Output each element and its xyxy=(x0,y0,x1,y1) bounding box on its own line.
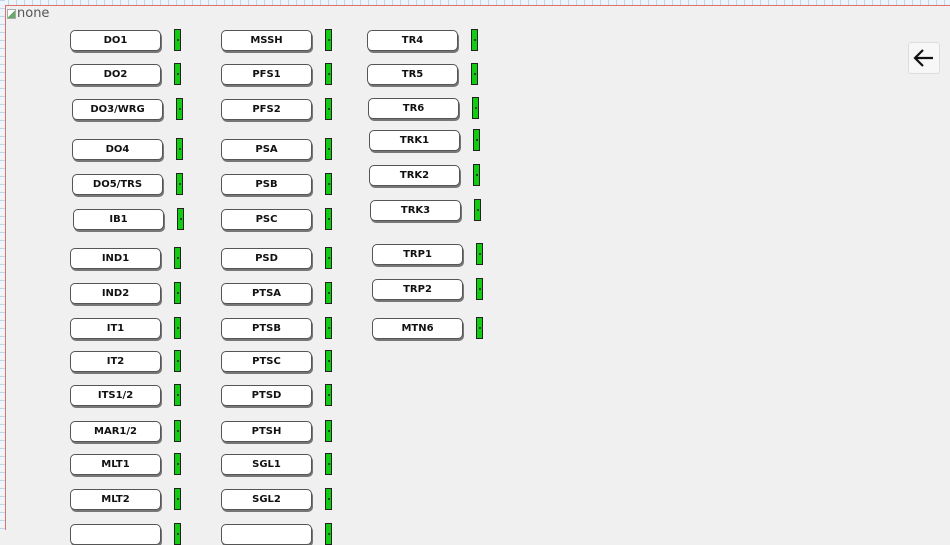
broken-image-icon xyxy=(7,8,16,19)
status-indicator-ptsh xyxy=(325,420,332,442)
signal-button-tr6[interactable]: TR6 xyxy=(368,98,459,119)
signal-button-sgl2[interactable]: SGL2 xyxy=(221,489,312,510)
status-indicator-sgl2 xyxy=(325,488,332,510)
signal-button-psb[interactable]: PSB xyxy=(221,174,312,195)
status-indicator-tr4 xyxy=(471,29,478,51)
signal-button-unlabeled[interactable] xyxy=(221,524,312,545)
status-indicator-mar1-2 xyxy=(174,420,181,442)
signal-button-mar1-2[interactable]: MAR1/2 xyxy=(70,421,161,442)
status-indicator-trk3 xyxy=(474,199,481,221)
status-indicator-psa xyxy=(325,138,332,160)
placeholder-image: none xyxy=(7,6,49,21)
arrow-left-icon xyxy=(913,49,933,67)
status-indicator-it1 xyxy=(174,317,181,339)
signal-button-psc[interactable]: PSC xyxy=(221,209,312,230)
signal-button-ind2[interactable]: IND2 xyxy=(70,283,161,304)
status-indicator-psd xyxy=(325,247,332,269)
status-indicator-mssh xyxy=(325,29,332,51)
signal-button-tr5[interactable]: TR5 xyxy=(367,64,458,85)
signal-button-ptsb[interactable]: PTSB xyxy=(221,318,312,339)
status-indicator-it2 xyxy=(174,350,181,372)
status-indicator-sgl1 xyxy=(325,453,332,475)
status-indicator-ptsd xyxy=(325,384,332,406)
signal-button-unlabeled[interactable] xyxy=(70,524,161,545)
signal-button-do4[interactable]: DO4 xyxy=(72,139,163,160)
signal-button-ptsd[interactable]: PTSD xyxy=(221,385,312,406)
signal-button-pfs1[interactable]: PFS1 xyxy=(221,64,312,85)
status-indicator-its1-2 xyxy=(174,384,181,406)
status-indicator-ptsc xyxy=(325,350,332,372)
signal-button-psa[interactable]: PSA xyxy=(221,139,312,160)
signal-button-ib1[interactable]: IB1 xyxy=(73,209,164,230)
status-indicator-mlt1 xyxy=(174,453,181,475)
signal-button-ptsh[interactable]: PTSH xyxy=(221,421,312,442)
signal-button-pfs2[interactable]: PFS2 xyxy=(221,99,312,120)
signal-button-do1[interactable]: DO1 xyxy=(70,30,161,51)
signal-button-ind1[interactable]: IND1 xyxy=(70,248,161,269)
status-indicator-do4 xyxy=(176,138,183,160)
signal-button-trk1[interactable]: TRK1 xyxy=(369,130,460,151)
signal-button-do3-wrg[interactable]: DO3/WRG xyxy=(72,99,163,120)
canvas-frame xyxy=(5,5,950,530)
signal-button-trp2[interactable]: TRP2 xyxy=(372,279,463,300)
signal-button-trp1[interactable]: TRP1 xyxy=(372,244,463,265)
signal-button-mlt1[interactable]: MLT1 xyxy=(70,454,161,475)
status-indicator-trk1 xyxy=(473,129,480,151)
signal-button-do5-trs[interactable]: DO5/TRS xyxy=(72,174,163,195)
signal-button-its1-2[interactable]: ITS1/2 xyxy=(70,385,161,406)
status-indicator-ptsa xyxy=(325,282,332,304)
status-indicator-ib1 xyxy=(177,208,184,230)
status-indicator-trk2 xyxy=(473,164,480,186)
signal-button-trk2[interactable]: TRK2 xyxy=(369,165,460,186)
status-indicator-psc xyxy=(325,208,332,230)
placeholder-image-alt: none xyxy=(17,6,50,21)
ruler-left xyxy=(0,0,5,530)
status-indicator-unlabeled xyxy=(174,523,181,545)
status-indicator-pfs1 xyxy=(325,63,332,85)
signal-button-do2[interactable]: DO2 xyxy=(70,64,161,85)
back-button[interactable] xyxy=(908,42,940,74)
signal-button-ptsa[interactable]: PTSA xyxy=(221,283,312,304)
status-indicator-do1 xyxy=(174,29,181,51)
signal-button-mtn6[interactable]: MTN6 xyxy=(372,318,463,339)
signal-button-sgl1[interactable]: SGL1 xyxy=(221,454,312,475)
status-indicator-ind2 xyxy=(174,282,181,304)
signal-button-mlt2[interactable]: MLT2 xyxy=(70,489,161,510)
status-indicator-ptsb xyxy=(325,317,332,339)
status-indicator-trp1 xyxy=(476,243,483,265)
status-indicator-mtn6 xyxy=(476,317,483,339)
status-indicator-do5-trs xyxy=(176,173,183,195)
status-indicator-unlabeled xyxy=(325,523,332,545)
status-indicator-do3-wrg xyxy=(176,98,183,120)
status-indicator-mlt2 xyxy=(174,488,181,510)
signal-button-trk3[interactable]: TRK3 xyxy=(370,200,461,221)
signal-button-mssh[interactable]: MSSH xyxy=(221,30,312,51)
signal-button-tr4[interactable]: TR4 xyxy=(367,30,458,51)
status-indicator-trp2 xyxy=(476,278,483,300)
status-indicator-pfs2 xyxy=(325,98,332,120)
signal-button-ptsc[interactable]: PTSC xyxy=(221,351,312,372)
signal-button-psd[interactable]: PSD xyxy=(221,248,312,269)
ruler-top xyxy=(0,0,950,5)
status-indicator-ind1 xyxy=(174,247,181,269)
signal-button-it2[interactable]: IT2 xyxy=(70,351,161,372)
status-indicator-tr5 xyxy=(471,63,478,85)
signal-button-it1[interactable]: IT1 xyxy=(70,318,161,339)
status-indicator-tr6 xyxy=(472,97,479,119)
status-indicator-do2 xyxy=(174,63,181,85)
status-indicator-psb xyxy=(325,173,332,195)
